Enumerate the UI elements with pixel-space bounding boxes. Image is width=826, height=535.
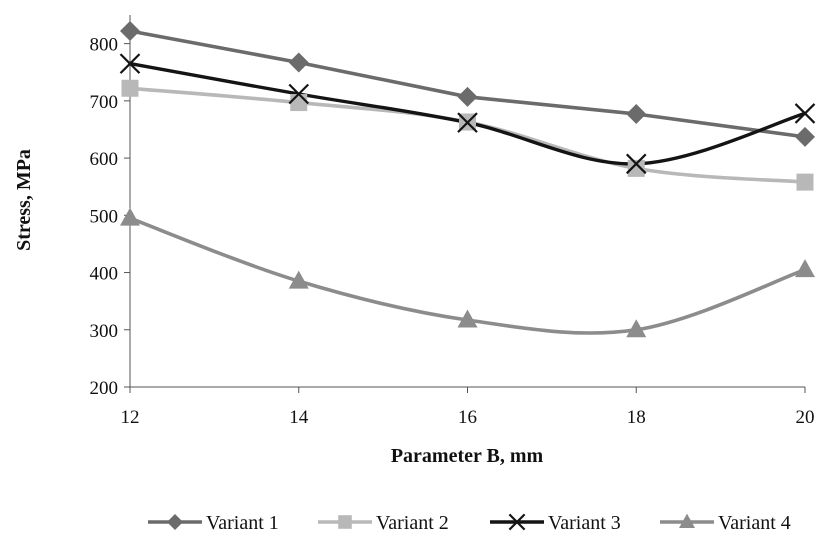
- data-point-variant-2: [121, 79, 139, 97]
- y-tick-label: 500: [90, 206, 119, 227]
- legend-marker-variant-1: [167, 514, 183, 530]
- data-point-variant-1: [288, 52, 309, 73]
- y-axis-title: Stress, MPa: [13, 149, 35, 251]
- y-tick-label: 300: [90, 321, 119, 342]
- series-lines: [128, 29, 807, 335]
- x-axis-ticks: 12 14 16 18 20: [121, 387, 815, 428]
- legend-label-variant-3: Variant 3: [548, 512, 621, 534]
- legend-label-variant-4: Variant 4: [718, 512, 791, 534]
- legend-marker-variant-3: [508, 513, 526, 531]
- data-point-variant-3: [119, 53, 141, 74]
- x-tick-label: 14: [289, 407, 309, 428]
- y-tick-label: 200: [90, 378, 119, 399]
- y-tick-label: 600: [90, 149, 119, 170]
- legend-label-variant-1: Variant 1: [206, 512, 279, 534]
- data-point-variant-1: [795, 126, 815, 147]
- data-point-variant-3: [794, 103, 816, 124]
- data-point-variant-4: [288, 270, 309, 289]
- legend-marker-variant-2: [338, 515, 352, 529]
- x-axis-title: Parameter B, mm: [391, 445, 544, 467]
- plot-area: 200 300 400 500 600 700 800 12 14 16 18 20: [90, 15, 816, 428]
- data-point-variant-4: [120, 207, 140, 226]
- legend: Variant 1 Variant 2 Variant 3 Variant 4: [148, 512, 791, 534]
- data-point-variant-1: [120, 21, 140, 42]
- data-point-variant-2: [290, 94, 308, 112]
- x-tick-label: 12: [121, 407, 140, 428]
- x-tick-label: 18: [627, 407, 646, 428]
- data-point-variant-4: [795, 259, 815, 278]
- y-tick-label: 400: [90, 264, 119, 285]
- data-point-variant-1: [457, 86, 478, 107]
- series-markers: [119, 21, 816, 338]
- data-point-variant-3: [288, 83, 310, 105]
- legend-label-variant-2: Variant 2: [376, 512, 449, 534]
- data-point-variant-3: [457, 112, 478, 133]
- legend-marker-variant-4: [679, 513, 695, 528]
- data-point-variant-4: [626, 319, 647, 338]
- y-tick-label: 800: [90, 35, 119, 56]
- data-point-variant-1: [626, 104, 647, 125]
- data-point-variant-3: [625, 153, 647, 175]
- y-axis-ticks: 200 300 400 500 600 700 800: [90, 35, 130, 399]
- x-tick-label: 20: [796, 407, 815, 428]
- data-point-variant-4: [457, 309, 478, 328]
- y-tick-label: 700: [90, 92, 119, 113]
- data-point-variant-2: [627, 159, 645, 177]
- data-point-variant-2: [796, 173, 814, 191]
- x-tick-label: 16: [458, 407, 477, 428]
